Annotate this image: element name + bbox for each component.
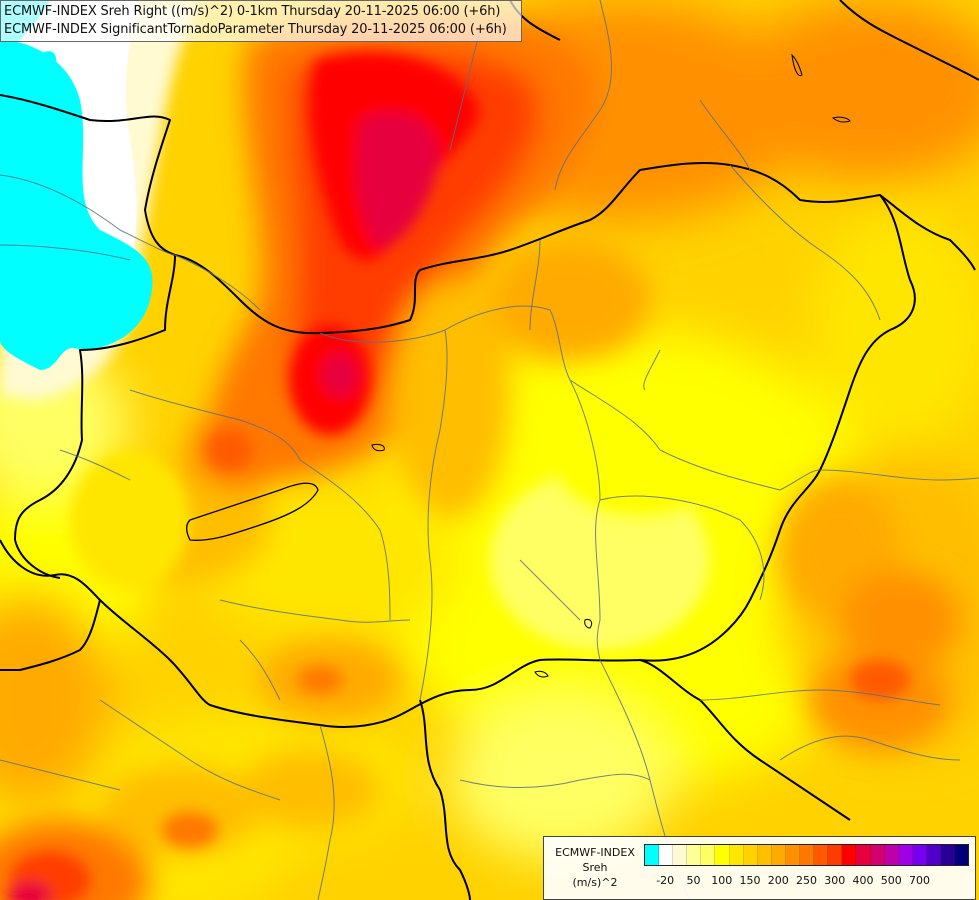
legend-swatch xyxy=(645,845,660,865)
field-cores xyxy=(8,52,910,900)
legend-swatch xyxy=(800,845,815,865)
legend-tick-label: 400 xyxy=(852,874,874,887)
legend-tick-label: 300 xyxy=(824,874,846,887)
legend-swatch xyxy=(884,845,899,865)
legend-title: ECMWF-INDEX Sreh (m/s)^2 xyxy=(550,845,640,890)
legend-tick-label: 150 xyxy=(739,874,761,887)
legend-title-param: Sreh xyxy=(582,861,608,874)
header-title-sreh: ECMWF-INDEX Sreh Right ((m/s)^2) 0-1km T… xyxy=(4,4,501,19)
legend-swatch xyxy=(771,845,786,865)
legend-swatch xyxy=(842,845,857,865)
legend-swatch xyxy=(870,845,885,865)
legend-color-scale xyxy=(644,844,969,866)
legend-swatch xyxy=(955,845,969,865)
legend-swatch xyxy=(729,845,744,865)
legend-tick-label: 250 xyxy=(796,874,817,887)
legend-swatch xyxy=(898,845,913,865)
legend-swatch xyxy=(828,845,843,865)
legend-swatch xyxy=(701,845,716,865)
legend-swatch xyxy=(659,845,674,865)
legend-swatch xyxy=(743,845,758,865)
legend-swatch xyxy=(856,845,871,865)
legend-swatch xyxy=(814,845,829,865)
legend-swatch xyxy=(940,845,956,865)
header-title-stp: ECMWF-INDEX SignificantTornadoParameter … xyxy=(4,22,507,37)
legend-tick-label: 50 xyxy=(686,874,701,887)
small-features xyxy=(371,53,851,678)
legend-tick-label: 700 xyxy=(909,874,931,887)
legend-tick-label: 500 xyxy=(880,874,902,887)
legend-tick-label: 100 xyxy=(711,874,733,887)
lake-region xyxy=(0,0,200,400)
legend-tick-label: -20 xyxy=(656,874,675,887)
legend-swatch xyxy=(785,845,801,865)
legend-swatch xyxy=(673,845,688,865)
legend-swatch xyxy=(912,845,927,865)
legend-tick-labels: -20 50 100 150 200 250 300 400 500 700 xyxy=(644,874,969,890)
header-panel: ECMWF-INDEX Sreh Right ((m/s)^2) 0-1km T… xyxy=(0,0,522,42)
legend-title-model: ECMWF-INDEX xyxy=(555,846,635,859)
color-legend: ECMWF-INDEX Sreh (m/s)^2 -20 50 100 150 200 2… xyxy=(543,836,976,900)
legend-swatch xyxy=(926,845,941,865)
legend-title-unit: (m/s)^2 xyxy=(572,876,618,889)
legend-swatch xyxy=(687,845,702,865)
legend-tick-label: 200 xyxy=(767,874,789,887)
legend-swatch xyxy=(715,845,730,865)
legend-swatch xyxy=(757,845,772,865)
